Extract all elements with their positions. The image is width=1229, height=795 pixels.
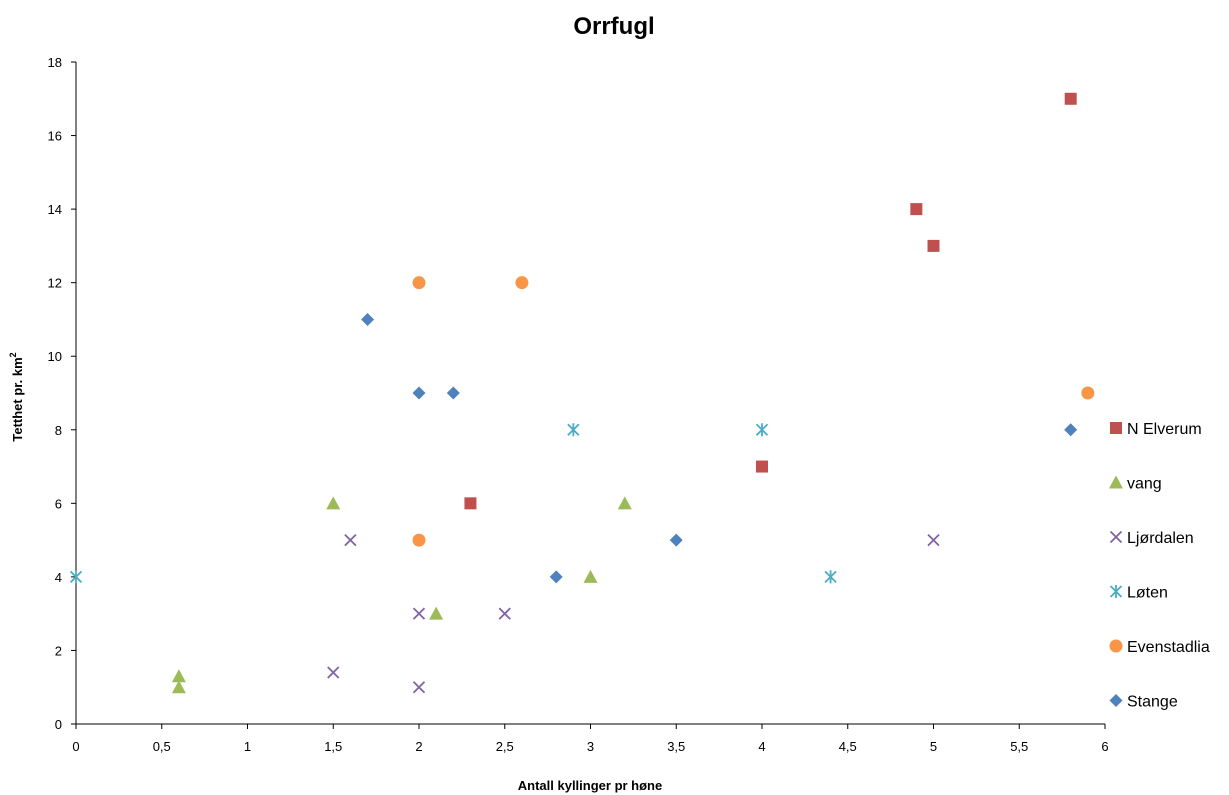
y-tick-label: 2: [55, 643, 62, 658]
data-point: [498, 607, 511, 620]
y-axis-title-main: Tetthet pr. km: [10, 357, 25, 441]
series-stange: [361, 312, 1078, 584]
x-tick-label: 6: [1101, 739, 1108, 754]
data-point: [927, 533, 940, 547]
x-tick-label: 4,5: [839, 739, 857, 754]
y-tick-label: 10: [48, 349, 62, 364]
data-point: [412, 607, 426, 620]
legend-label: Ljørdalen: [1127, 530, 1194, 547]
data-point: [464, 497, 477, 510]
y-tick-label: 0: [55, 717, 62, 732]
series-n-elverum: [464, 92, 1077, 510]
data-point: [549, 570, 563, 584]
data-point: [756, 460, 768, 473]
data-point: [927, 239, 940, 252]
legend-marker: [1109, 585, 1123, 598]
legend: N Elverum vang Ljørdalen Løten Evenstadlia St…: [1109, 421, 1210, 711]
data-point: [910, 203, 923, 216]
y-tick-label: 6: [55, 496, 62, 511]
data-point: [669, 533, 683, 547]
series-løten: [69, 423, 837, 584]
plot-points: [69, 92, 1095, 694]
legend-item: N Elverum: [1110, 421, 1202, 438]
data-point: [344, 533, 357, 547]
data-point: [1064, 423, 1078, 437]
y-tick-label: 14: [48, 202, 62, 217]
data-point: [617, 496, 632, 510]
legend-marker: [1109, 694, 1123, 707]
x-tick-label: 1: [244, 739, 251, 754]
y-tick-label: 4: [55, 570, 62, 585]
data-point: [171, 680, 186, 694]
legend-marker: [1109, 475, 1123, 489]
x-tick-label: 0,5: [153, 739, 171, 754]
x-ticks: 0 0,5 1 1,5 2 2,5 3 3,5 4 4,5 5 5,5 6: [72, 724, 1109, 754]
x-tick-label: 5: [930, 739, 937, 754]
data-point: [583, 569, 598, 583]
legend-label: Løten: [1127, 585, 1168, 602]
series-evenstadlia: [412, 276, 1095, 547]
legend-marker: [1109, 639, 1123, 653]
legend-item: Ljørdalen: [1109, 530, 1194, 547]
data-point: [412, 276, 426, 290]
legend-item: vang: [1109, 475, 1162, 493]
data-point: [567, 423, 580, 437]
data-point: [69, 570, 83, 584]
data-point: [515, 276, 529, 290]
legend-marker: [1109, 530, 1123, 544]
x-tick-label: 1,5: [324, 739, 342, 754]
data-point: [327, 666, 340, 679]
axes: [75, 62, 1105, 725]
x-tick-label: 4: [758, 739, 765, 754]
chart-title: Orrfugl: [573, 13, 654, 40]
legend-label: N Elverum: [1127, 421, 1202, 438]
data-point: [446, 386, 460, 400]
data-point: [824, 570, 837, 584]
legend-label: vang: [1127, 476, 1162, 493]
x-tick-label: 3: [587, 739, 594, 754]
data-point: [1064, 92, 1077, 105]
x-tick-label: 5,5: [1010, 739, 1028, 754]
x-tick-label: 2,5: [496, 739, 514, 754]
y-tick-label: 18: [48, 55, 62, 70]
data-point: [412, 533, 426, 547]
series-vang: [171, 496, 632, 694]
y-tick-label: 12: [48, 276, 62, 291]
y-axis-title-superscript: 2: [8, 352, 18, 357]
series-ljørdalen: [327, 533, 940, 694]
legend-marker: [1110, 422, 1122, 434]
data-point: [412, 386, 426, 400]
x-tick-label: 2: [415, 739, 422, 754]
legend-item: Evenstadlia: [1109, 639, 1210, 656]
y-ticks: 0 2 4 6 8 10 12 14 16 18: [48, 55, 76, 732]
data-point: [326, 496, 341, 510]
legend-label: Stange: [1127, 694, 1178, 711]
data-point: [412, 681, 426, 694]
data-point: [361, 312, 375, 326]
data-point: [171, 669, 186, 683]
x-tick-label: 3,5: [667, 739, 685, 754]
data-point: [429, 606, 444, 620]
legend-label: Evenstadlia: [1127, 639, 1210, 656]
y-tick-label: 16: [48, 129, 62, 144]
data-point: [755, 423, 769, 437]
x-axis-title: Antall kyllinger pr høne: [518, 778, 662, 793]
data-point: [1081, 386, 1095, 400]
y-tick-label: 8: [55, 423, 62, 438]
legend-item: Stange: [1109, 694, 1178, 711]
x-tick-label: 0: [72, 739, 79, 754]
y-axis-title: Tetthet pr. km2: [8, 352, 25, 441]
legend-item: Løten: [1109, 585, 1168, 602]
